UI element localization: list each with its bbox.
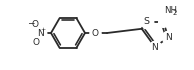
- Text: N: N: [165, 33, 172, 42]
- Text: NH: NH: [164, 6, 177, 15]
- Text: N: N: [37, 28, 43, 38]
- Text: S: S: [144, 17, 150, 26]
- Text: O: O: [33, 38, 40, 46]
- Text: N: N: [152, 43, 158, 52]
- Text: O: O: [92, 28, 99, 38]
- Text: O: O: [31, 20, 38, 28]
- Text: −: −: [27, 18, 35, 28]
- Text: +: +: [40, 27, 45, 32]
- Text: 2: 2: [173, 10, 177, 16]
